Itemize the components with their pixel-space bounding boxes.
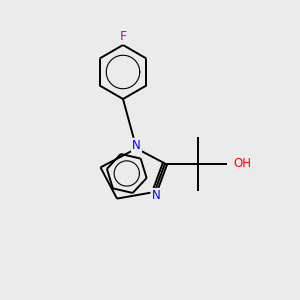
Text: N: N <box>132 139 141 152</box>
Text: N: N <box>152 189 160 202</box>
Text: F: F <box>119 30 127 43</box>
Text: OH: OH <box>233 157 251 170</box>
